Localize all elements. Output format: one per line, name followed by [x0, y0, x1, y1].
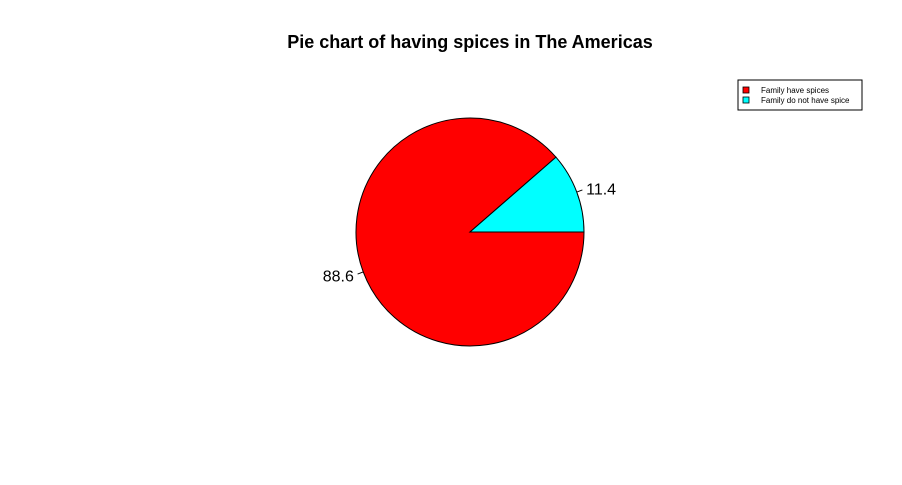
pie-slice-family-have-spices: [355, 117, 585, 347]
slice-label-lines: [357, 189, 583, 275]
slice-label-line-family-do-not-have-spice: [576, 189, 583, 193]
legend-entry-no-spice: Family do not have spice: [761, 96, 850, 105]
slice-value-label-family-do-not-have-spice: 11.4: [586, 182, 616, 199]
pie-slice-family-do-not-have-spice: [468, 156, 585, 233]
legend-box: [737, 79, 863, 111]
legend: Family have spices Family do not have sp…: [737, 79, 863, 111]
slice-labels: 88.6 11.4: [323, 182, 616, 286]
slice-label-line-family-have-spices: [357, 271, 364, 275]
slice-value-label-family-have-spices: 88.6: [323, 268, 354, 285]
legend-swatch-have-spices: [742, 86, 750, 94]
legend-entry-have-spices: Family have spices: [761, 86, 829, 95]
legend-swatch-no-spice: [742, 96, 750, 104]
chart-title: Pie chart of having spices in The Americ…: [287, 32, 652, 52]
pie-slices: [355, 117, 585, 347]
